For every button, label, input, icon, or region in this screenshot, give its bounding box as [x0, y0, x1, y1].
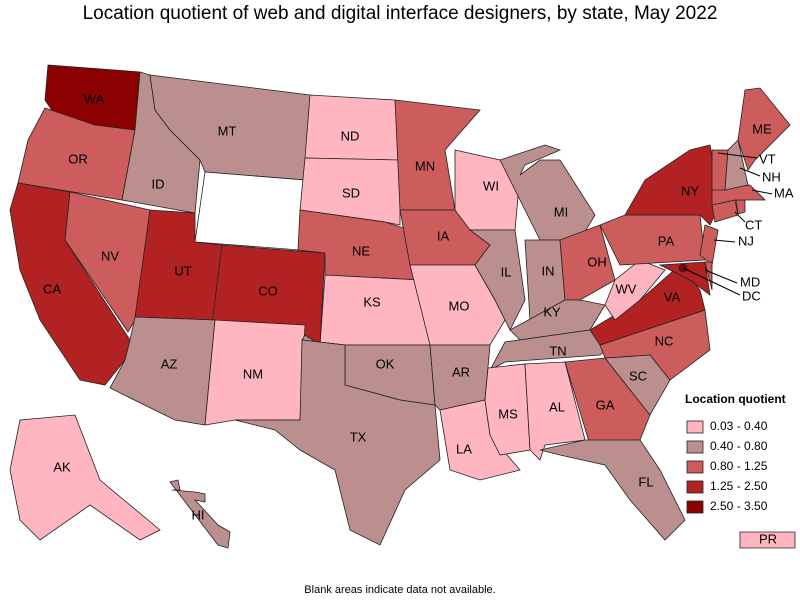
region-label: ID	[152, 176, 165, 191]
region-label: NV	[101, 248, 119, 263]
region-label: OK	[376, 356, 395, 371]
region	[169, 479, 231, 549]
region	[737, 87, 791, 171]
region-label: WI	[483, 178, 499, 193]
region	[64, 191, 151, 333]
region-label: LA	[456, 441, 472, 456]
region	[234, 339, 441, 546]
region	[724, 139, 749, 191]
region-label: ME	[752, 121, 772, 136]
region	[739, 531, 796, 549]
region-label: FL	[638, 474, 653, 489]
region	[599, 214, 706, 266]
region-label: OR	[68, 151, 88, 166]
region-label: CT	[745, 217, 762, 232]
region-label: IL	[501, 264, 512, 279]
region-label: HI	[192, 507, 205, 522]
region	[704, 261, 713, 291]
legend-swatch	[686, 460, 704, 474]
region	[9, 414, 161, 541]
region-label: UT	[174, 263, 191, 278]
region-label: AZ	[161, 356, 178, 371]
region-label: VT	[759, 151, 776, 166]
legend-label: 0.40 - 0.80	[710, 439, 768, 453]
region-label: NY	[681, 183, 699, 198]
region-label: MN	[415, 158, 435, 173]
legend: 0.03 - 0.40 0.40 - 0.80 0.80 - 1.25 1.25 - …	[686, 419, 768, 514]
region	[559, 224, 616, 301]
region-label: MD	[740, 274, 760, 289]
region-label: MA	[774, 185, 794, 200]
region	[194, 171, 306, 251]
region	[658, 261, 711, 296]
region-label: NE	[352, 243, 370, 258]
legend-label: 2.50 - 3.50	[710, 499, 768, 513]
region-label: TN	[549, 343, 566, 358]
region-label: WV	[616, 281, 637, 296]
legend-swatch	[686, 420, 704, 434]
region-label: VA	[664, 289, 681, 304]
region-label: GA	[596, 397, 615, 412]
region-label: AL	[549, 399, 565, 414]
region-label: DC	[742, 288, 761, 303]
leader-lines	[682, 152, 773, 296]
legend-swatch	[686, 500, 704, 514]
region	[299, 157, 401, 226]
region	[564, 357, 651, 446]
region-label: NM	[243, 366, 263, 381]
region-label: KY	[543, 304, 561, 319]
region-label: MS	[498, 406, 518, 421]
region-label: AR	[452, 364, 470, 379]
region-label: IA	[437, 228, 450, 243]
region	[319, 274, 431, 346]
region-label: NC	[655, 333, 674, 348]
region-label: NJ	[738, 233, 754, 248]
region-label: TX	[350, 429, 367, 444]
legend-label: 1.25 - 2.50	[710, 479, 768, 493]
region-label: PA	[658, 233, 675, 248]
note: Blank areas indicate data not available.	[304, 584, 495, 596]
legend-label: 0.80 - 1.25	[710, 459, 768, 473]
region-label: PR	[759, 531, 777, 546]
region	[735, 199, 746, 215]
legend-label: 0.03 - 0.40	[710, 419, 768, 433]
region-label: OH	[587, 254, 607, 269]
region	[468, 229, 526, 331]
region-label: MO	[449, 298, 470, 313]
region-label: CA	[43, 281, 61, 296]
region-label: SD	[342, 185, 360, 200]
region	[604, 259, 666, 321]
region-label: MI	[554, 204, 568, 219]
legend-swatch	[686, 440, 704, 454]
region-label: MT	[218, 123, 237, 138]
region	[624, 144, 721, 226]
region-label: WA	[84, 91, 105, 106]
region	[394, 99, 481, 211]
region-label: IN	[542, 263, 555, 278]
legend-swatch	[686, 480, 704, 494]
region-label: CO	[258, 283, 278, 298]
map-title: Location quotient of web and digital int…	[83, 3, 718, 24]
legend-title: Location quotient	[685, 392, 786, 406]
region-label: ND	[341, 128, 360, 143]
region-label: NH	[762, 169, 781, 184]
region	[539, 439, 686, 541]
region-label: KS	[363, 294, 381, 309]
region-label: AK	[53, 459, 71, 474]
region-label: SC	[629, 368, 647, 383]
